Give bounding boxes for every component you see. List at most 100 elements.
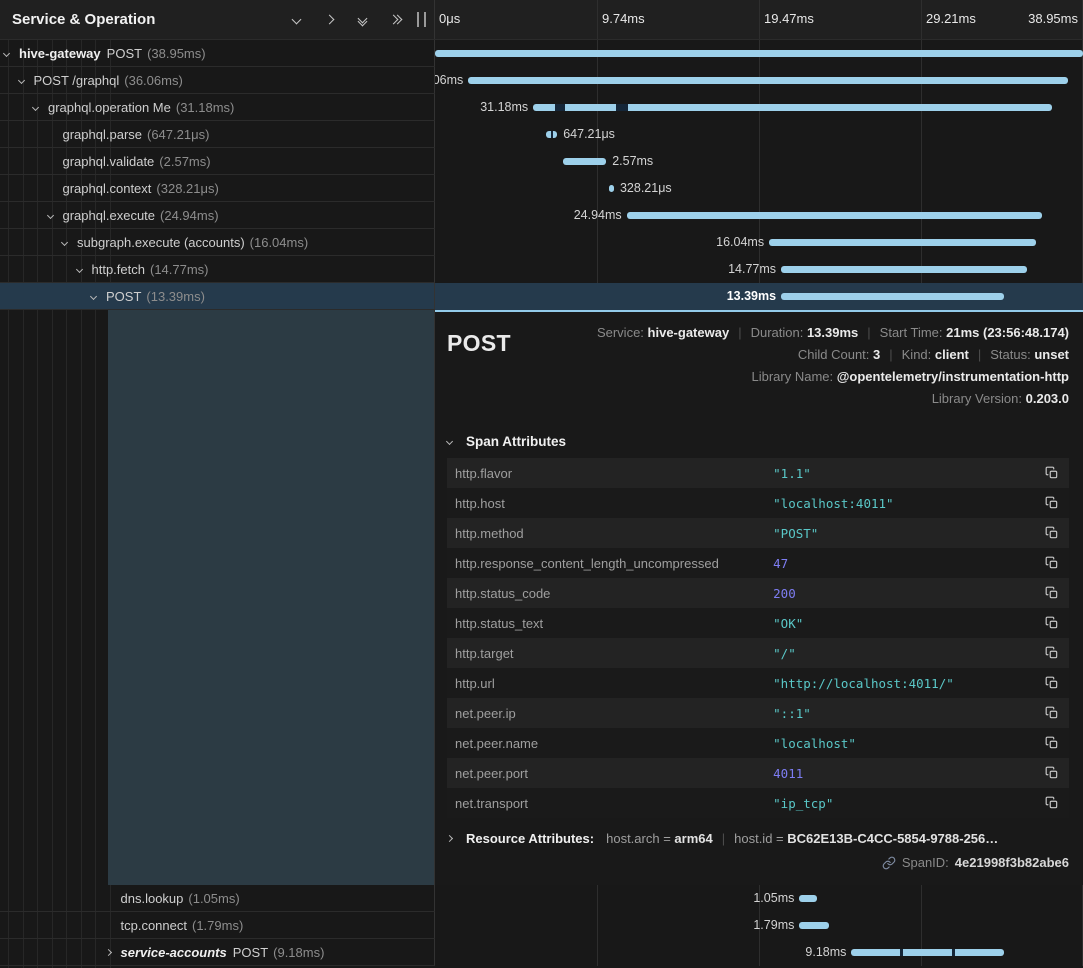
link-icon[interactable] bbox=[882, 856, 896, 870]
span-tree-cell: tcp.connect (1.79ms) bbox=[0, 912, 435, 939]
span-row[interactable]: graphql.parse (647.21μs) 647.21μs bbox=[0, 121, 1083, 148]
span-duration: (36.06ms) bbox=[124, 72, 183, 88]
meta-label: Library Version: bbox=[931, 391, 1026, 406]
attribute-row: http.target "/" bbox=[447, 638, 1069, 668]
timeline-tick-label: 9.74ms bbox=[602, 11, 645, 26]
span-bar[interactable] bbox=[563, 158, 607, 165]
collapse-one-icon[interactable] bbox=[288, 12, 304, 28]
span-row[interactable]: dns.lookup (1.05ms) 1.05ms bbox=[0, 885, 1083, 912]
copy-button[interactable] bbox=[1043, 674, 1061, 692]
copy-icon bbox=[1045, 796, 1058, 809]
ruler-gridline bbox=[921, 0, 922, 39]
bar-notch bbox=[952, 949, 955, 956]
span-bar[interactable] bbox=[769, 239, 1036, 246]
span-bar[interactable] bbox=[546, 131, 558, 138]
span-duration: (24.94ms) bbox=[160, 207, 219, 223]
span-bar[interactable] bbox=[781, 266, 1027, 273]
operation-name: POST bbox=[232, 944, 269, 960]
attribute-row: net.transport "ip_tcp" bbox=[447, 788, 1069, 818]
copy-button[interactable] bbox=[1043, 584, 1061, 602]
span-row[interactable]: tcp.connect (1.79ms) 1.79ms bbox=[0, 912, 1083, 939]
attribute-row: http.response_content_length_uncompresse… bbox=[447, 548, 1069, 578]
span-detail-row: POST Service: hive-gateway | Duration: 13.… bbox=[0, 310, 1083, 885]
span-timeline-cell: 2.57ms bbox=[435, 148, 1083, 175]
copy-button[interactable] bbox=[1043, 554, 1061, 572]
service-name: service-accounts bbox=[120, 944, 227, 960]
chevron-down-icon[interactable] bbox=[31, 103, 48, 111]
panel-title: Service & Operation bbox=[12, 11, 156, 28]
header-bar: Service & Operation 0μs 9.74ms 19.47ms 2… bbox=[0, 0, 1083, 40]
timeline-tick-label: 19.47ms bbox=[764, 11, 814, 26]
copy-button[interactable] bbox=[1043, 524, 1061, 542]
chevron-down-icon[interactable] bbox=[2, 49, 19, 57]
span-bar[interactable] bbox=[608, 185, 614, 192]
chevron-down-icon[interactable] bbox=[75, 265, 92, 273]
span-bar-duration-label: 1.05ms bbox=[753, 891, 795, 905]
copy-button[interactable] bbox=[1043, 794, 1061, 812]
copy-button[interactable] bbox=[1043, 734, 1061, 752]
span-tree-cell: graphql.parse (647.21μs) bbox=[0, 121, 435, 148]
attribute-value: 200 bbox=[773, 585, 796, 601]
operation-name: tcp.connect bbox=[120, 917, 188, 933]
span-attributes-table: http.flavor "1.1" http.host "localhost:4011… bbox=[447, 458, 1069, 818]
span-duration: (1.05ms) bbox=[188, 890, 240, 906]
span-tree-cell: graphql.execute (24.94ms) bbox=[0, 202, 435, 229]
copy-icon bbox=[1045, 586, 1058, 599]
copy-button[interactable] bbox=[1043, 614, 1061, 632]
span-detail-header: POST Service: hive-gateway | Duration: 13.… bbox=[447, 322, 1069, 410]
span-row[interactable]: subgraph.execute (accounts) (16.04ms) 16.0… bbox=[0, 229, 1083, 256]
span-tree-cell: POST /graphql (36.06ms) bbox=[0, 67, 435, 94]
attribute-value: 47 bbox=[773, 555, 789, 571]
span-bar[interactable] bbox=[468, 77, 1069, 84]
span-timeline-cell: 36.06ms bbox=[435, 67, 1083, 94]
copy-button[interactable] bbox=[1043, 494, 1061, 512]
attribute-row: http.method "POST" bbox=[447, 518, 1069, 548]
expand-one-icon[interactable] bbox=[321, 12, 337, 28]
span-timeline-cell: 31.18ms bbox=[435, 94, 1083, 121]
meta-divider: | bbox=[738, 325, 742, 340]
span-id-value: 4e21998f3b82abe6 bbox=[954, 855, 1069, 870]
span-tree-cell: dns.lookup (1.05ms) bbox=[0, 885, 435, 912]
meta-value: hive-gateway bbox=[647, 325, 730, 340]
span-row[interactable]: hive-gateway POST (38.95ms) bbox=[0, 40, 1083, 67]
chevron-right-icon[interactable] bbox=[104, 948, 121, 956]
expand-all-icon[interactable] bbox=[387, 12, 403, 28]
collapse-all-icon[interactable] bbox=[354, 12, 370, 28]
resource-key: host.arch bbox=[606, 831, 664, 846]
span-row[interactable]: service-accounts POST (9.18ms) 9.18ms bbox=[0, 939, 1083, 966]
copy-button[interactable] bbox=[1043, 644, 1061, 662]
span-row[interactable]: POST (13.39ms) 13.39ms bbox=[0, 283, 1083, 310]
span-bar[interactable] bbox=[799, 922, 830, 929]
span-row[interactable]: graphql.operation Me (31.18ms) 31.18ms bbox=[0, 94, 1083, 121]
copy-button[interactable] bbox=[1043, 764, 1061, 782]
span-row[interactable]: graphql.validate (2.57ms) 2.57ms bbox=[0, 148, 1083, 175]
attribute-key: net.peer.ip bbox=[455, 705, 516, 721]
resource-value: BC62E13B-C4CC-5854-9788-256… bbox=[787, 831, 999, 846]
span-bar[interactable] bbox=[435, 50, 1083, 57]
panel-resize-handle[interactable] bbox=[417, 12, 426, 27]
span-row[interactable]: graphql.context (328.21μs) 328.21μs bbox=[0, 175, 1083, 202]
span-row[interactable]: graphql.execute (24.94ms) 24.94ms bbox=[0, 202, 1083, 229]
span-timeline-cell: 24.94ms bbox=[435, 202, 1083, 229]
chevron-down-icon[interactable] bbox=[17, 76, 34, 84]
chevron-down-icon[interactable] bbox=[60, 238, 77, 246]
copy-button[interactable] bbox=[1043, 464, 1061, 482]
chevron-down-icon[interactable] bbox=[89, 292, 106, 300]
copy-button[interactable] bbox=[1043, 704, 1061, 722]
span-row[interactable]: http.fetch (14.77ms) 14.77ms bbox=[0, 256, 1083, 283]
span-row[interactable]: POST /graphql(36.06ms)36.06ms bbox=[0, 67, 1083, 94]
span-id-label: SpanID: bbox=[901, 855, 949, 870]
span-bar[interactable] bbox=[799, 895, 817, 902]
attribute-key: net.peer.name bbox=[455, 735, 539, 751]
span-detail-highlight[interactable] bbox=[108, 310, 434, 885]
meta-value: @opentelemetry/instrumentation-http bbox=[836, 369, 1069, 384]
span-bar[interactable] bbox=[626, 212, 1042, 219]
chevron-down-icon[interactable] bbox=[46, 211, 63, 219]
resource-attributes-toggle[interactable]: Resource Attributes: host.arch = arm64 | h… bbox=[447, 831, 1069, 846]
span-attributes-toggle[interactable]: Span Attributes bbox=[445, 434, 1069, 449]
meta-divider: | bbox=[977, 347, 982, 362]
span-bar[interactable] bbox=[851, 949, 1005, 956]
operation-name: graphql.validate bbox=[62, 153, 155, 169]
span-bar[interactable] bbox=[533, 104, 1052, 111]
span-bar[interactable] bbox=[781, 293, 1004, 300]
